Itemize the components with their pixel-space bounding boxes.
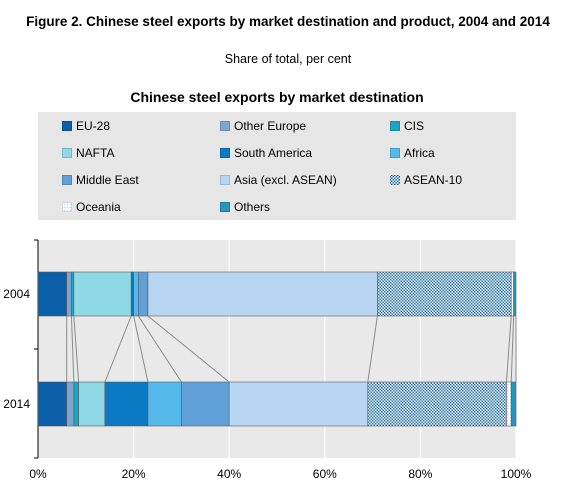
legend-item-eu-28: EU-28 [62,119,110,133]
connector-line [70,315,75,383]
connector-line [367,315,378,383]
legend-swatch [62,148,72,158]
y-tick-label: 2004 [3,287,30,301]
bar-cis-2014 [73,381,79,427]
bar-others-2014 [510,381,517,427]
x-tick-label: 100% [501,467,532,481]
legend-item-other-europe: Other Europe [220,119,306,133]
x-tick-label: 80% [408,467,432,481]
x-tick-label: 60% [313,467,337,481]
bar-middle-east-2004 [138,271,149,317]
legend-swatch [62,121,72,131]
bar-oceania-2014 [506,381,512,427]
legend-label: South America [234,146,313,160]
legend-item-others: Others [220,200,270,214]
legend-item-cis: CIS [390,119,424,133]
legend-swatch [220,202,230,212]
legend-label: Others [234,200,271,214]
bar-middle-east-2014 [181,381,230,427]
chart-title: Chinese steel exports by market destinat… [130,89,424,105]
legend-item-oceania: Oceania [62,200,121,214]
bar-asean-10-2014 [367,381,507,427]
x-tick-label: 40% [217,467,241,481]
legend-item-asean-10: ASEAN-10 [390,173,462,187]
figure-subtitle: Share of total, per cent [224,52,352,66]
legend-label: ASEAN-10 [404,173,463,187]
bar-other-europe-2004 [66,271,72,317]
bar-south-america-2004 [130,271,134,317]
legend-swatch [390,175,400,185]
bar-others-2004 [513,271,517,317]
legend-swatch [390,148,400,158]
legend-item-africa: Africa [390,146,435,160]
connector-line [133,315,149,383]
x-tick-label: 20% [122,467,146,481]
legend-label: Oceania [76,200,121,214]
legend-label: Africa [404,146,435,160]
legend-label: Other Europe [234,119,307,133]
legend-item-nafta: NAFTA [62,146,114,160]
connector-line [104,315,132,383]
legend-label: CIS [404,119,425,133]
legend-swatch [62,175,72,185]
chart-legend: EU-28 Other Europe CIS NAFTA South America Af… [38,112,516,220]
legend-label: Middle East [76,173,139,187]
bar-nafta-2004 [73,271,132,317]
connector-line [510,315,515,383]
bar-asia-excl-asean-2004 [147,271,378,317]
bar-africa-2014 [147,381,182,427]
bar-asean-10-2004 [377,271,512,317]
bar-nafta-2014 [78,381,106,427]
legend-swatch [220,121,230,131]
legend-swatch [62,202,72,212]
bar-south-america-2014 [104,381,149,427]
x-tick-label: 0% [29,467,47,481]
figure-title: Figure 2. Chinese steel exports by marke… [26,14,550,29]
bar-other-europe-2014 [66,381,75,427]
bar-cis-2004 [71,271,75,317]
legend-swatch [220,175,230,185]
connector-line [137,315,182,383]
legend-item-south-america: South America [220,146,312,160]
legend-item-asia-excl-asean: Asia (excl. ASEAN) [220,173,337,187]
bar-africa-2004 [133,271,139,317]
bar-eu-28-2014 [37,381,67,427]
legend-swatch [390,121,400,131]
connector-line [505,315,512,383]
legend-label: EU-28 [76,119,111,133]
bar-oceania-2004 [510,271,514,317]
bar-eu-28-2004 [37,271,67,317]
legend-item-middle-east: Middle East [62,173,139,187]
connector-line [73,315,80,383]
legend-label: NAFTA [76,146,115,160]
bar-asia-excl-asean-2014 [228,381,369,427]
legend-swatch [220,148,230,158]
connector-line [147,315,230,383]
legend-label: Asia (excl. ASEAN) [234,173,337,187]
y-tick-label: 2014 [3,397,30,411]
